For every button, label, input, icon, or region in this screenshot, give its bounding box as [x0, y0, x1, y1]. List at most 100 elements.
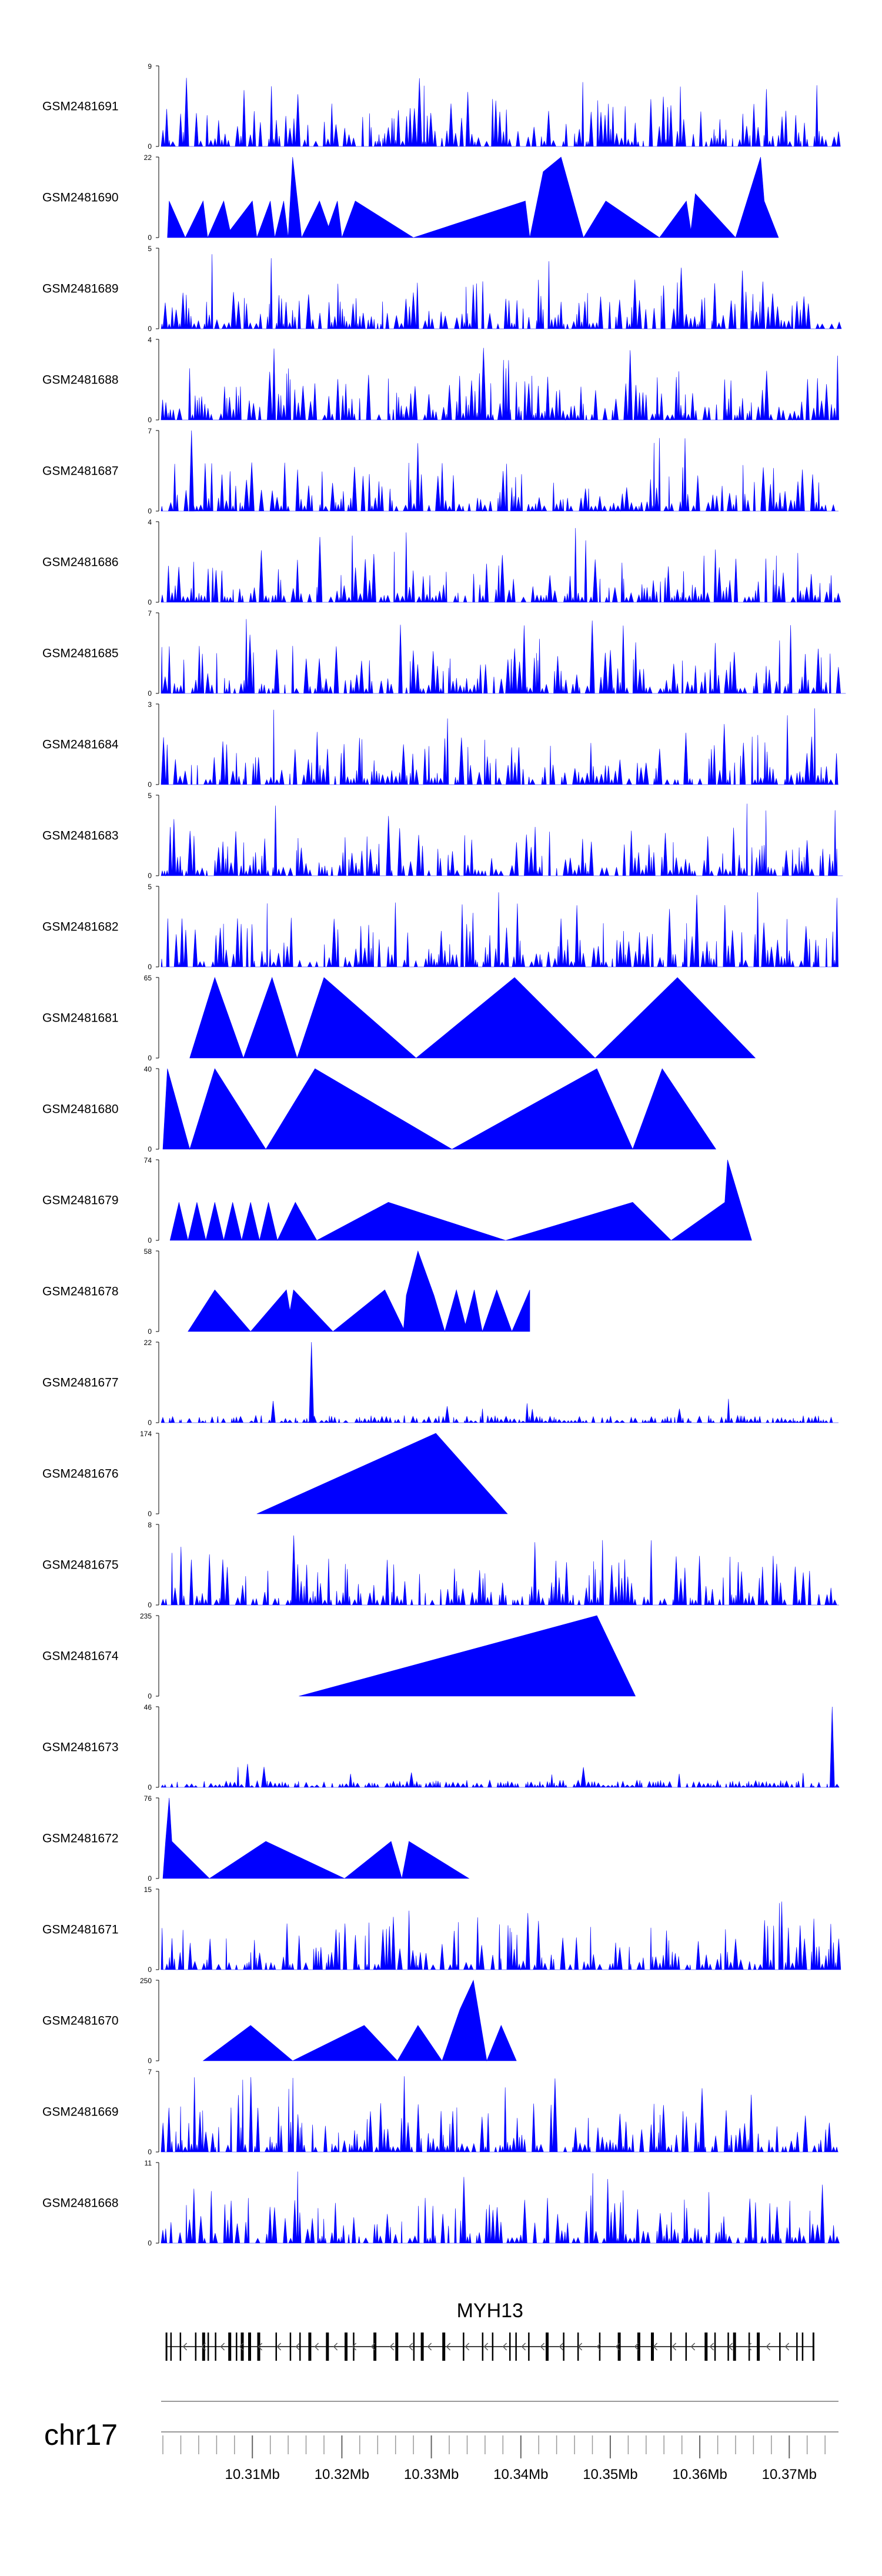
y-axis-min-label: 0 [148, 780, 152, 789]
coverage-area [299, 1615, 636, 1697]
exon [308, 2333, 312, 2361]
coverage-area [161, 528, 841, 603]
exon [240, 2333, 244, 2361]
track-label: GSM2481682 [42, 920, 119, 934]
exon [685, 2333, 687, 2361]
track-GSM2481691: GSM2481691 9 0 [42, 62, 841, 151]
strand-chevron [502, 2343, 507, 2351]
strand-chevron [671, 2343, 677, 2351]
coverage-area [169, 1159, 752, 1241]
y-axis-max-label: 5 [148, 883, 152, 891]
track-label: GSM2481674 [42, 1650, 119, 1663]
track-label: GSM2481684 [42, 738, 119, 752]
exon [289, 2333, 292, 2361]
exon [599, 2333, 601, 2361]
exon [779, 2333, 781, 2361]
coverage-area [162, 1797, 470, 1879]
exon [546, 2333, 549, 2361]
strand-chevron [615, 2343, 620, 2351]
exon [714, 2333, 716, 2361]
track-label: GSM2481679 [42, 1194, 119, 1207]
strand-chevron [653, 2343, 658, 2351]
y-axis-max-label: 4 [148, 518, 152, 526]
strand-chevron [521, 2343, 526, 2351]
track-label: GSM2481668 [42, 2197, 119, 2210]
y-axis-min-label: 0 [148, 1236, 152, 1244]
strand-chevron [427, 2343, 432, 2351]
exon [195, 2333, 197, 2361]
y-axis-max-label: 74 [144, 1156, 152, 1164]
track-label: GSM2481691 [42, 100, 119, 114]
strand-chevron [408, 2343, 413, 2351]
track-label: GSM2481689 [42, 282, 119, 296]
coverage-area [161, 438, 838, 512]
strand-chevron [596, 2343, 602, 2351]
y-axis-max-label: 76 [144, 1794, 152, 1803]
y-axis-max-label: 8 [148, 1521, 152, 1529]
y-axis-max-label: 65 [144, 974, 152, 982]
strand-chevron [577, 2343, 583, 2351]
axis-tick-label: 10.37Mb [762, 2467, 817, 2482]
y-axis-min-label: 0 [148, 142, 152, 151]
track-GSM2481668: GSM2481668 11 0 [42, 2159, 840, 2247]
coverage-area [161, 1764, 840, 1788]
exon [248, 2333, 251, 2361]
y-axis-min-label: 0 [148, 2148, 152, 2156]
strand-chevron [766, 2343, 771, 2351]
axis-tick-label: 10.33Mb [404, 2467, 459, 2482]
y-axis-max-label: 235 [140, 1612, 152, 1620]
y-axis-min-label: 0 [148, 1601, 152, 1609]
coverage-area [161, 1399, 838, 1424]
track-GSM2481680: GSM2481680 40 0 [42, 1065, 717, 1153]
axis-ticks: 10.31Mb 10.32Mb 10.33Mb 10.34Mb 10.35Mb 10.36… [162, 2435, 826, 2482]
y-axis-min-label: 0 [148, 872, 152, 880]
y-axis-max-label: 5 [148, 245, 152, 253]
exon [651, 2333, 654, 2361]
y-axis-min-label: 0 [148, 1145, 152, 1153]
track-label: GSM2481680 [42, 1103, 119, 1116]
strand-chevron [182, 2343, 188, 2351]
track-label: GSM2481688 [42, 373, 119, 387]
axis-tick-label: 10.34Mb [493, 2467, 548, 2482]
strand-chevron [465, 2343, 470, 2351]
y-axis-min-label: 0 [148, 1874, 152, 1883]
coverage-area [161, 892, 838, 968]
track-GSM2481688: GSM2481688 4 0 [42, 336, 839, 424]
strand-chevron [276, 2343, 282, 2351]
track-GSM2481687: GSM2481687 7 0 [42, 427, 838, 515]
coverage-area [161, 78, 841, 148]
track-GSM2481676: GSM2481676 174 0 [42, 1430, 508, 1518]
track-GSM2481672: GSM2481672 76 0 [42, 1794, 470, 1883]
y-axis-min-label: 0 [148, 1510, 152, 1518]
exon [515, 2333, 517, 2361]
exon [170, 2333, 172, 2361]
track-GSM2481677: GSM2481677 22 0 [42, 1339, 838, 1427]
exon [757, 2333, 760, 2361]
track-GSM2481689: GSM2481689 5 0 [42, 245, 842, 333]
coverage-peak [309, 1342, 315, 1423]
track-GSM2481674: GSM2481674 235 0 [42, 1612, 636, 1700]
track-GSM2481678: GSM2481678 58 0 [42, 1247, 530, 1336]
y-axis-max-label: 22 [144, 1339, 152, 1347]
y-axis-min-label: 0 [148, 507, 152, 515]
y-axis-min-label: 0 [148, 1692, 152, 1700]
coverage-area [161, 254, 842, 330]
track-label: GSM2481683 [42, 829, 119, 843]
exon [236, 2333, 238, 2361]
y-axis-min-label: 0 [148, 2057, 152, 2065]
track-GSM2481679: GSM2481679 74 0 [42, 1156, 752, 1244]
track-label: GSM2481690 [42, 191, 119, 205]
y-axis-min-label: 0 [148, 1783, 152, 1791]
track-label: GSM2481681 [42, 1012, 119, 1025]
track-label: GSM2481675 [42, 1559, 119, 1572]
y-axis-min-label: 0 [148, 1966, 152, 1974]
y-axis-max-label: 46 [144, 1703, 152, 1711]
track-GSM2481686: GSM2481686 4 0 [42, 518, 841, 606]
y-axis-min-label: 0 [148, 598, 152, 606]
exon [275, 2333, 277, 2361]
strand-chevron [295, 2343, 300, 2351]
track-GSM2481669: GSM2481669 7 0 [42, 2068, 838, 2156]
exon [215, 2333, 216, 2361]
strand-chevron [370, 2343, 376, 2351]
